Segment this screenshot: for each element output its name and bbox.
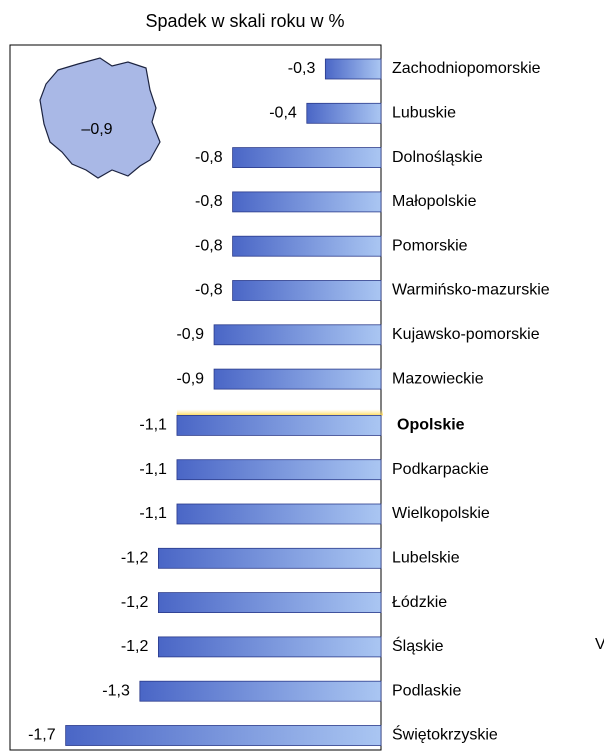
bar: [176, 459, 382, 481]
value-label: -0,4: [269, 105, 297, 122]
value-label: -0,8: [195, 282, 223, 299]
category-label: Wielkopolskie: [392, 505, 490, 522]
value-label: -1,3: [102, 682, 130, 699]
bar: [157, 592, 382, 613]
value-label: -1,7: [28, 727, 56, 744]
bar: [232, 280, 382, 301]
plot-frame: [9, 44, 382, 751]
value-label: -1,1: [139, 417, 167, 434]
category-label: Podkarpackie: [392, 461, 489, 478]
category-label: Małopolskie: [392, 193, 477, 210]
value-label: -0,8: [195, 237, 223, 254]
value-label: -0,9: [176, 326, 204, 343]
highlight-glow: [176, 409, 383, 416]
bar: [232, 191, 382, 213]
category-label: Lubuskie: [392, 105, 456, 122]
bar: [232, 147, 382, 169]
category-label: Świętokrzyskie: [392, 725, 498, 744]
category-label: Kujawsko-pomorskie: [392, 326, 540, 343]
bar: [213, 368, 382, 390]
bar: [324, 58, 382, 80]
bar: [65, 725, 382, 746]
chart-title: Spadek w skali roku w %: [145, 11, 344, 31]
category-label: Podlaskie: [392, 682, 461, 699]
bar: [213, 324, 382, 346]
value-label: -0,3: [288, 60, 316, 77]
category-label: Zachodniopomorskie: [392, 60, 541, 77]
bar: [157, 547, 382, 569]
category-label: Lubelskie: [392, 550, 460, 567]
value-label: -0,8: [195, 149, 223, 166]
value-label: -1,2: [121, 550, 149, 567]
bar: [306, 102, 382, 124]
category-label: Mazowieckie: [392, 370, 484, 387]
category-label: Dolnośląskie: [392, 149, 483, 166]
bar: [139, 680, 382, 702]
value-label: -0,9: [176, 370, 204, 387]
value-label: -1,2: [121, 594, 149, 611]
category-label: Opolskie: [397, 417, 465, 434]
value-label: -1,1: [139, 505, 167, 522]
bar: [157, 636, 382, 658]
bar: [232, 235, 382, 257]
poland-map: [39, 57, 161, 179]
bar: [176, 414, 382, 436]
annotation: V: [595, 636, 604, 653]
category-label: Warmińsko-mazurskie: [392, 282, 550, 299]
category-label: Pomorskie: [392, 237, 468, 254]
category-label: Śląskie: [392, 636, 444, 655]
value-label: -0,8: [195, 193, 223, 210]
category-label: Łódzkie: [392, 594, 447, 611]
bar: [176, 503, 382, 525]
value-label: -1,2: [121, 638, 149, 655]
value-label: -1,1: [139, 461, 167, 478]
inset-label: –0,9: [81, 121, 112, 138]
